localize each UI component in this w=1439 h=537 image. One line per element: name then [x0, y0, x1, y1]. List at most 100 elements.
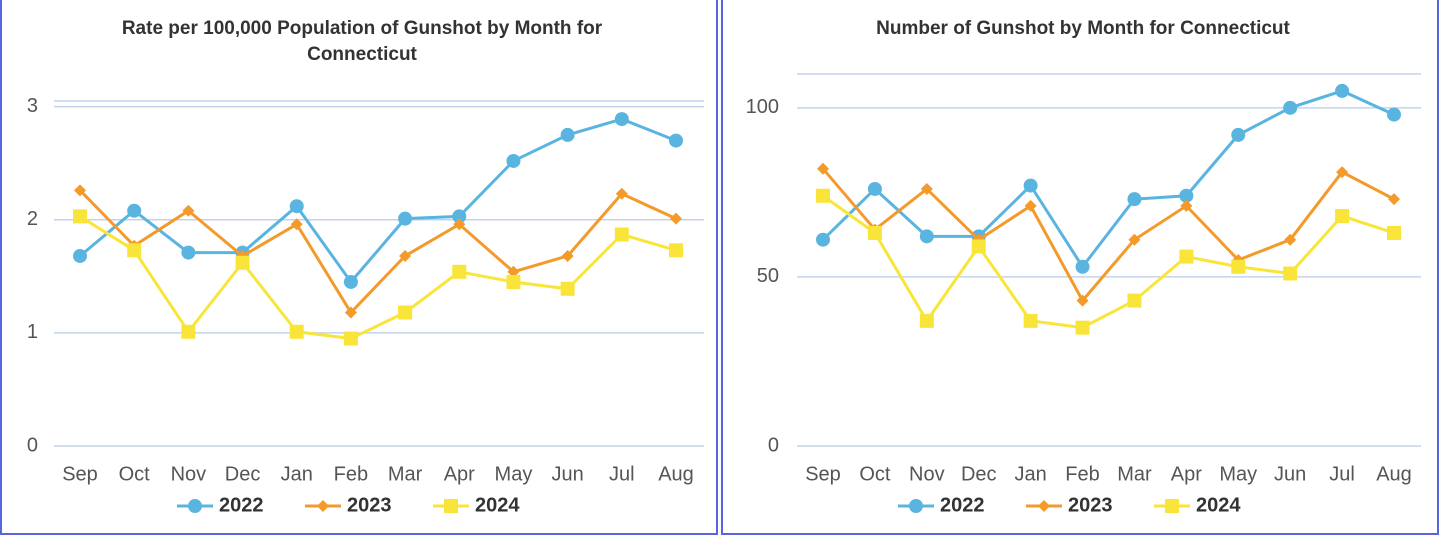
point: [1335, 83, 1350, 98]
point: [1075, 320, 1090, 335]
y-tick-label: 0: [768, 434, 779, 456]
point: [867, 181, 882, 196]
x-tick-label: Nov: [909, 463, 945, 485]
point: [920, 182, 933, 195]
x-tick-label: May: [1219, 463, 1257, 485]
y-tick-label: 1: [27, 321, 38, 343]
series-line: [822, 194, 1395, 330]
point: [1387, 107, 1401, 122]
point: [1024, 199, 1037, 212]
point: [289, 324, 304, 339]
x-tick-label: Jan: [1015, 463, 1047, 485]
x-tick-label: Feb: [334, 463, 368, 485]
point: [867, 225, 882, 240]
legend-marker: [188, 499, 202, 513]
series-line: [821, 89, 1395, 270]
x-tick-label: Apr: [1171, 463, 1202, 485]
point: [506, 153, 521, 168]
y-tick-label: 50: [757, 265, 779, 287]
x-tick-label: Jun: [552, 463, 584, 485]
legend-label: 2022: [940, 494, 985, 516]
point: [1075, 259, 1090, 274]
chart-title: Number of Gunshot by Month for Connectic…: [876, 18, 1290, 39]
legend-marker: [1038, 500, 1050, 512]
x-tick-label: Sep: [62, 463, 98, 485]
x-tick-label: Jul: [1329, 463, 1355, 485]
point: [127, 243, 142, 258]
x-tick-label: Dec: [225, 463, 261, 485]
chart-title: Rate per 100,000 Population of Gunshot b…: [121, 18, 603, 65]
point: [452, 209, 467, 224]
point: [343, 274, 358, 289]
x-tick-label: Mar: [388, 463, 423, 485]
point: [398, 211, 413, 226]
point: [817, 162, 829, 175]
point: [816, 188, 830, 203]
point: [235, 255, 250, 270]
point: [1336, 166, 1349, 179]
point: [289, 199, 304, 214]
point: [816, 232, 830, 247]
y-tick-label: 0: [27, 434, 38, 456]
x-tick-label: Sep: [805, 463, 841, 485]
point: [614, 227, 629, 242]
point: [452, 264, 467, 279]
point: [343, 331, 358, 346]
point: [1284, 233, 1297, 246]
point: [73, 209, 87, 224]
point: [1179, 249, 1194, 264]
legend-marker: [317, 500, 329, 512]
legend-label: 2024: [1196, 494, 1241, 516]
point: [181, 245, 196, 260]
point: [1127, 192, 1142, 207]
series-line: [821, 167, 1395, 304]
point: [1231, 259, 1246, 274]
x-tick-label: Jan: [281, 463, 313, 485]
x-tick-label: Nov: [171, 463, 207, 485]
x-tick-label: Jun: [1274, 463, 1306, 485]
chart-panel: 0 1 2 3 Sep Oct Nov Dec Jan Feb Mar Apr May Jun Jul Aug…: [0, 0, 718, 535]
point: [344, 306, 357, 319]
y-tick-label: 3: [27, 95, 38, 117]
point: [1231, 127, 1246, 142]
point: [506, 274, 521, 289]
point: [182, 204, 195, 217]
legend-marker: [909, 499, 923, 513]
x-tick-label: May: [495, 463, 533, 485]
chart: 0 50 100 Sep Oct Nov Dec Jan Feb Mar Apr May Jun Jul A…: [746, 73, 1421, 516]
point: [181, 324, 196, 339]
point: [1335, 209, 1350, 224]
legend-marker: [444, 499, 458, 513]
x-tick-label: Feb: [1065, 463, 1099, 485]
point: [1180, 199, 1193, 212]
series-line: [79, 117, 677, 285]
point: [1388, 193, 1400, 206]
point: [561, 249, 574, 262]
x-tick-label: Dec: [961, 463, 997, 485]
point: [614, 112, 629, 127]
point: [1023, 178, 1038, 193]
point: [669, 133, 683, 148]
point: [560, 281, 575, 296]
point: [399, 249, 412, 262]
legend-label: 2023: [1068, 494, 1113, 516]
point: [1387, 225, 1401, 240]
chart-panel: 0 50 100 Sep Oct Nov Dec Jan Feb Mar Apr May Jun Jul A…: [721, 0, 1439, 535]
point: [670, 212, 682, 225]
point: [919, 313, 934, 328]
point: [1127, 293, 1142, 308]
point: [73, 248, 87, 263]
x-tick-label: Oct: [859, 463, 891, 485]
point: [1128, 233, 1141, 246]
x-tick-label: Mar: [1117, 463, 1152, 485]
legend-label: 2024: [475, 494, 520, 516]
y-tick-label: 100: [746, 96, 779, 118]
x-tick-label: Aug: [658, 463, 694, 485]
legend-marker: [1165, 499, 1179, 513]
x-tick-label: Apr: [444, 463, 475, 485]
series-line: [79, 215, 677, 341]
point: [453, 218, 466, 231]
point: [669, 243, 683, 258]
x-tick-label: Jul: [609, 463, 635, 485]
